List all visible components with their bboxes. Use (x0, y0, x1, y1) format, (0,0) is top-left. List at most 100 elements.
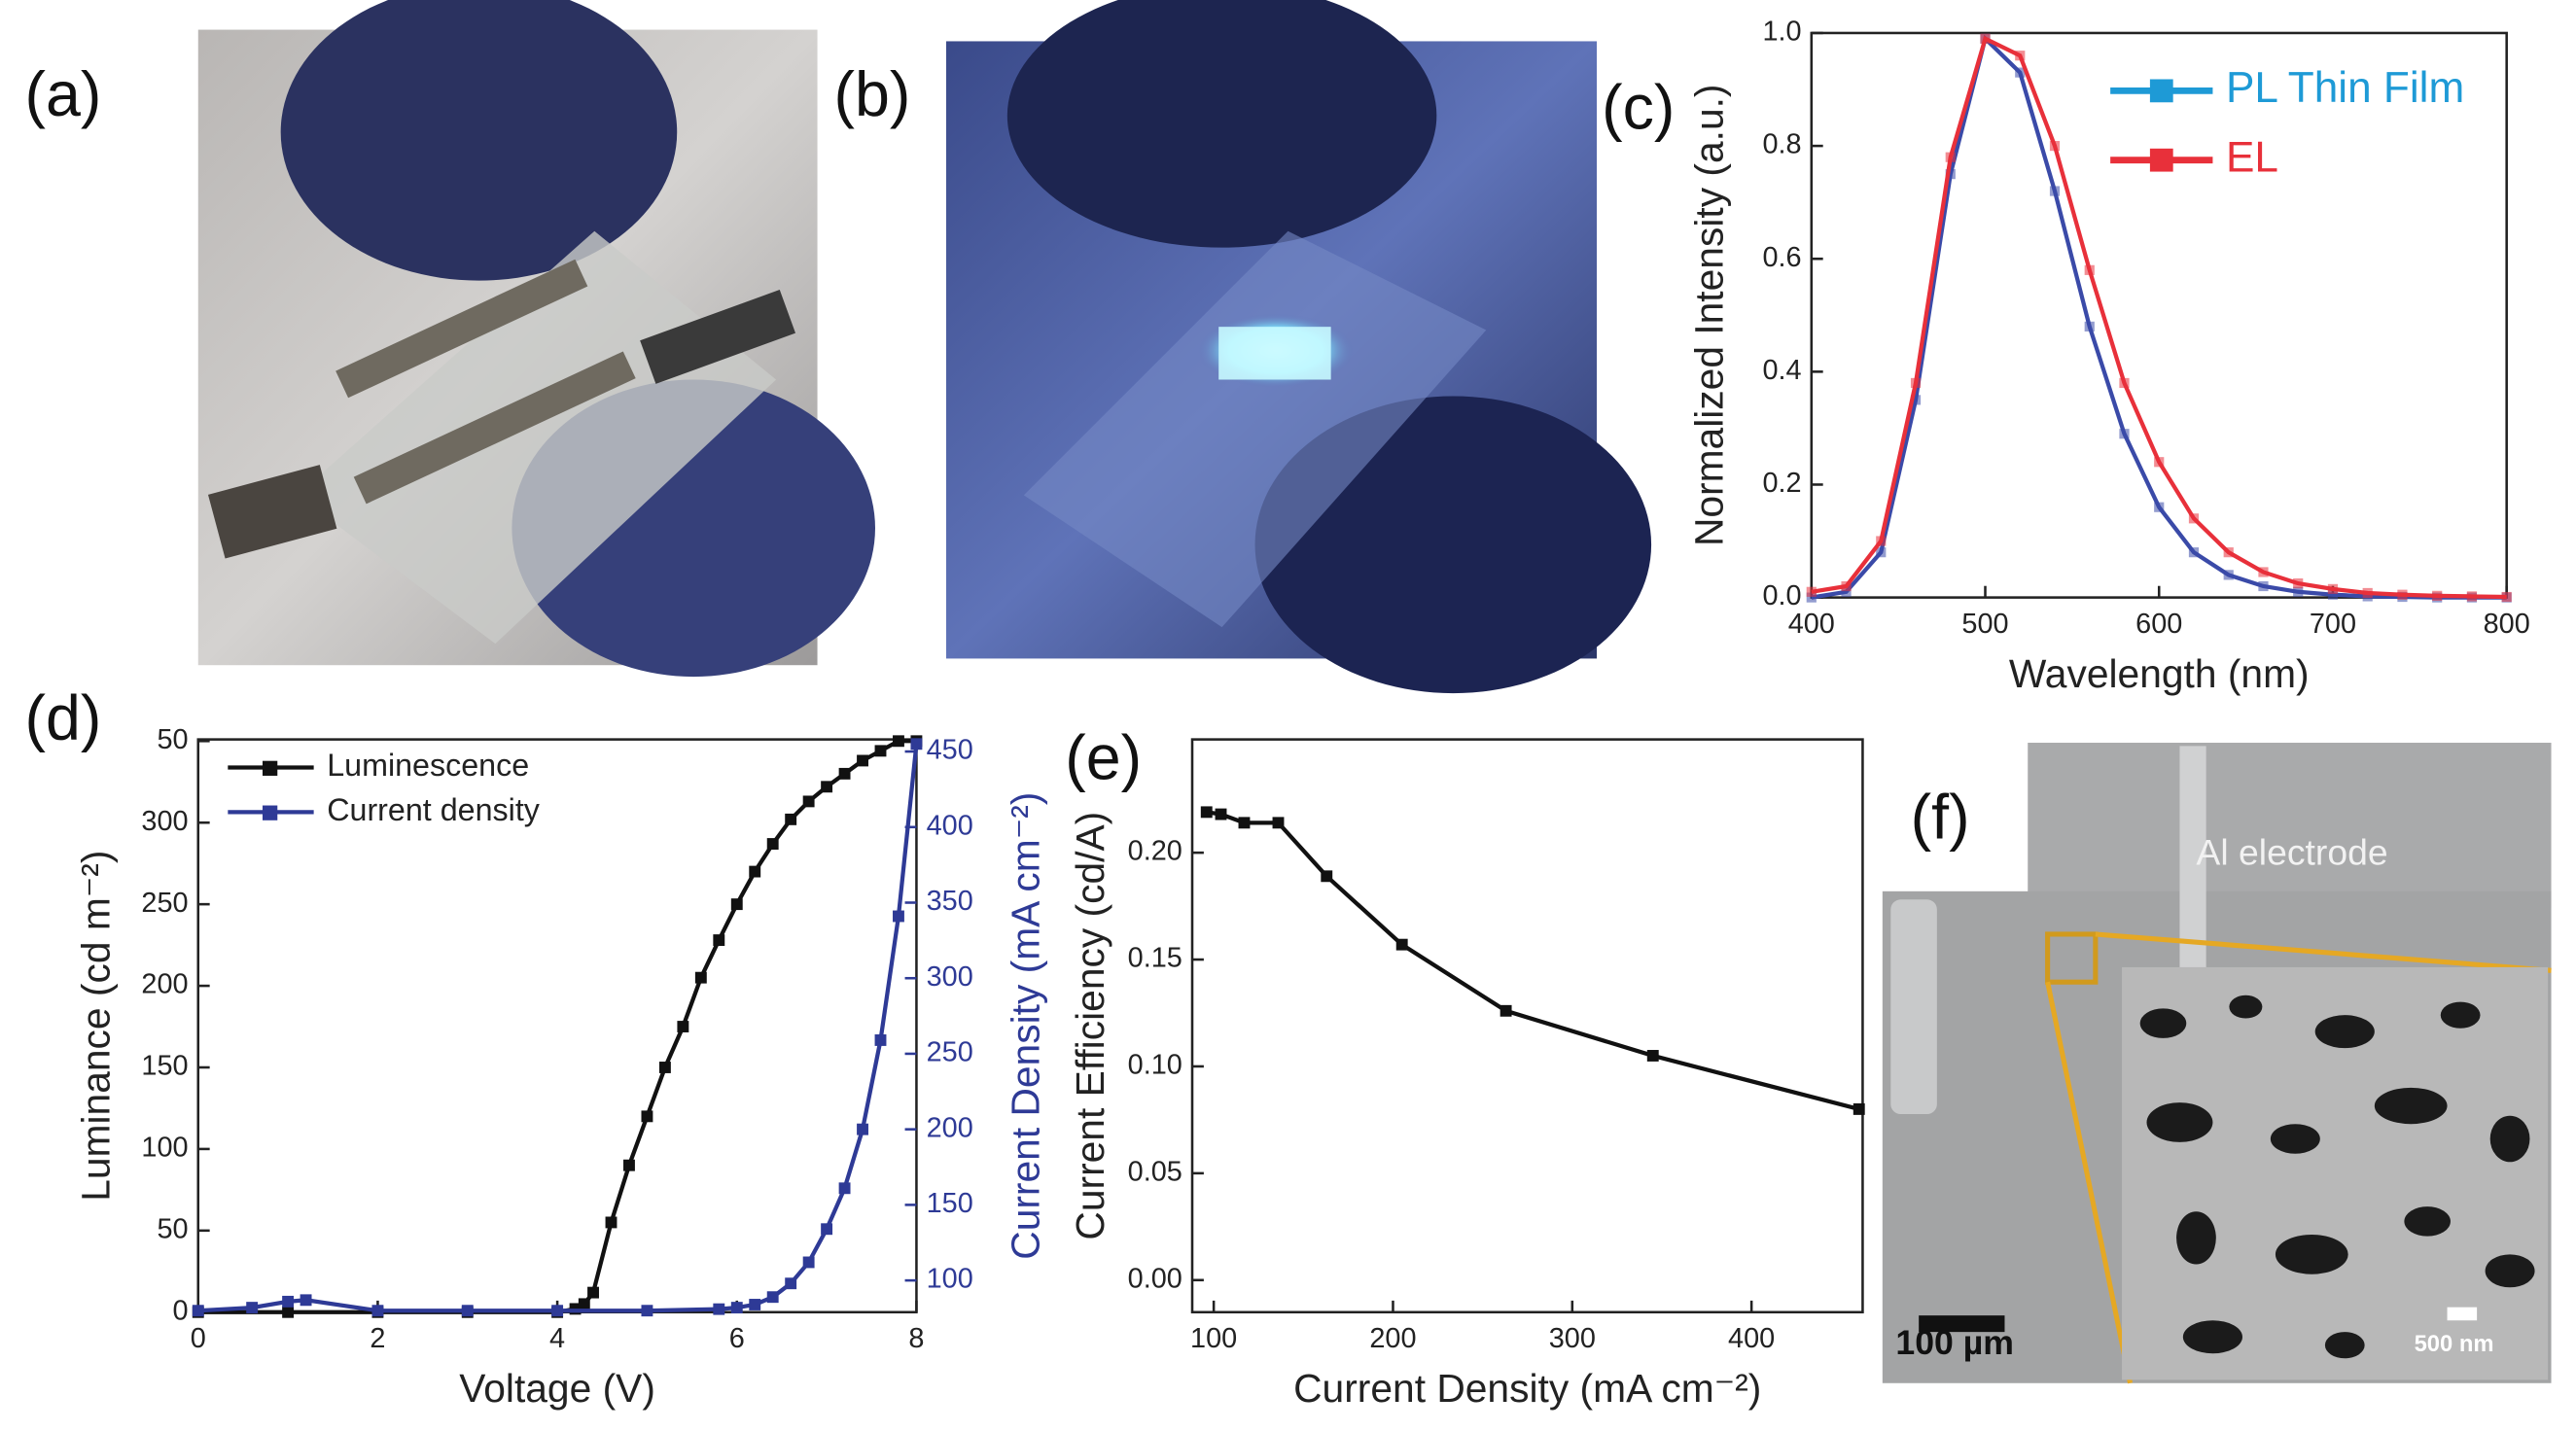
marker (785, 813, 797, 825)
marker (874, 1034, 887, 1046)
x-tick-label: 2 (370, 1323, 385, 1354)
plot-frame (196, 738, 918, 1314)
x-axis-label: Current Density (mA cm⁻²) (1293, 1366, 1761, 1411)
marker (766, 1291, 779, 1304)
marker (2258, 580, 2269, 592)
marker (713, 1303, 725, 1315)
photo-b (945, 0, 1652, 694)
marker (1910, 395, 1922, 405)
marker (857, 754, 868, 767)
y-tick-label: 150 (141, 1051, 188, 1082)
y-tick-label: 0.0 (1762, 580, 1801, 611)
y2-tick-label: 200 (927, 1112, 973, 1143)
marker (766, 838, 779, 850)
marker (1238, 817, 1251, 829)
panel-label: (d) (24, 683, 101, 753)
marker (1853, 1102, 1865, 1115)
marker (802, 795, 815, 808)
x-axis-label: Voltage (V) (459, 1366, 655, 1411)
marker (730, 1302, 743, 1314)
x-tick-label: 800 (2484, 609, 2530, 640)
marker (551, 1305, 564, 1317)
y-axis-label: Normalized Intensity (a.u.) (1687, 85, 1732, 547)
marker (749, 1299, 761, 1310)
marker (1841, 580, 1852, 592)
marker (838, 767, 851, 780)
marker (461, 1305, 474, 1317)
x-tick-label: 600 (2135, 609, 2182, 640)
marker (282, 1306, 295, 1318)
legend-label: EL (2226, 133, 2278, 181)
marker (2015, 67, 2026, 78)
legend-marker (262, 760, 278, 776)
marker (2293, 586, 2304, 597)
plot-frame (1810, 31, 2508, 599)
marker (2049, 140, 2061, 152)
marker (300, 1294, 312, 1307)
marker (2432, 590, 2443, 601)
series-line (1206, 810, 1860, 1111)
annotation: 100 µm (1895, 1323, 2014, 1362)
series-line (197, 744, 919, 1313)
marker (821, 1223, 833, 1236)
legend-label: PL Thin Film (2226, 64, 2464, 112)
x-tick-label: 0 (191, 1323, 206, 1354)
marker (1876, 536, 1887, 546)
marker (2293, 577, 2304, 589)
photo-a (197, 0, 875, 678)
y2-tick-label: 250 (927, 1037, 973, 1068)
legend-marker (2149, 79, 2173, 103)
marker (2362, 587, 2373, 599)
marker (1200, 806, 1213, 819)
marker (2466, 591, 2478, 602)
marker (2223, 570, 2234, 580)
x-tick-label: 700 (2310, 609, 2356, 640)
marker (1321, 870, 1333, 883)
marker (910, 738, 923, 750)
marker (2327, 589, 2339, 600)
marker (694, 971, 707, 984)
legend-label: Current density (327, 792, 541, 827)
marker (1945, 169, 1956, 180)
x-tick-label: 8 (908, 1323, 924, 1354)
marker (2015, 51, 2026, 61)
y2-tick-label: 100 (927, 1264, 973, 1295)
marker (605, 1216, 618, 1229)
y-tick-label: 0.8 (1762, 129, 1801, 160)
marker (2258, 567, 2269, 577)
plot-frame (1190, 738, 1864, 1314)
x-tick-label: 6 (729, 1323, 745, 1354)
marker (2501, 591, 2512, 603)
y2-tick-label: 450 (927, 735, 973, 766)
x-tick-label: 500 (1961, 609, 2008, 640)
marker (641, 1305, 653, 1317)
marker (1945, 152, 1956, 162)
marker (785, 1277, 797, 1290)
marker (2188, 547, 2200, 558)
marker (1806, 586, 1817, 597)
series-line (197, 739, 917, 1314)
x-tick-label: 400 (1728, 1323, 1775, 1354)
panel-label: (e) (1065, 722, 1142, 792)
marker (1806, 592, 1817, 603)
marker (893, 735, 904, 748)
annotation: 500 nm (2415, 1331, 2494, 1357)
marker (802, 1256, 815, 1269)
marker (1500, 1004, 1512, 1017)
y2-tick-label: 400 (927, 810, 973, 841)
marker (641, 1110, 653, 1123)
marker (838, 1182, 851, 1195)
marker (2223, 547, 2234, 558)
y2-tick-label: 350 (927, 886, 973, 917)
y-tick-label: 0.20 (1128, 836, 1182, 867)
series-line (1811, 34, 2507, 600)
marker (2119, 429, 2130, 439)
marker (1841, 586, 1852, 597)
y-axis-label: Current Efficiency (cd/A) (1068, 812, 1112, 1240)
marker (2119, 377, 2130, 389)
marker (730, 898, 743, 911)
marker (1876, 547, 1887, 558)
marker (821, 781, 833, 793)
marker (1395, 938, 1408, 951)
y-tick-label: 1.0 (1762, 17, 1801, 48)
